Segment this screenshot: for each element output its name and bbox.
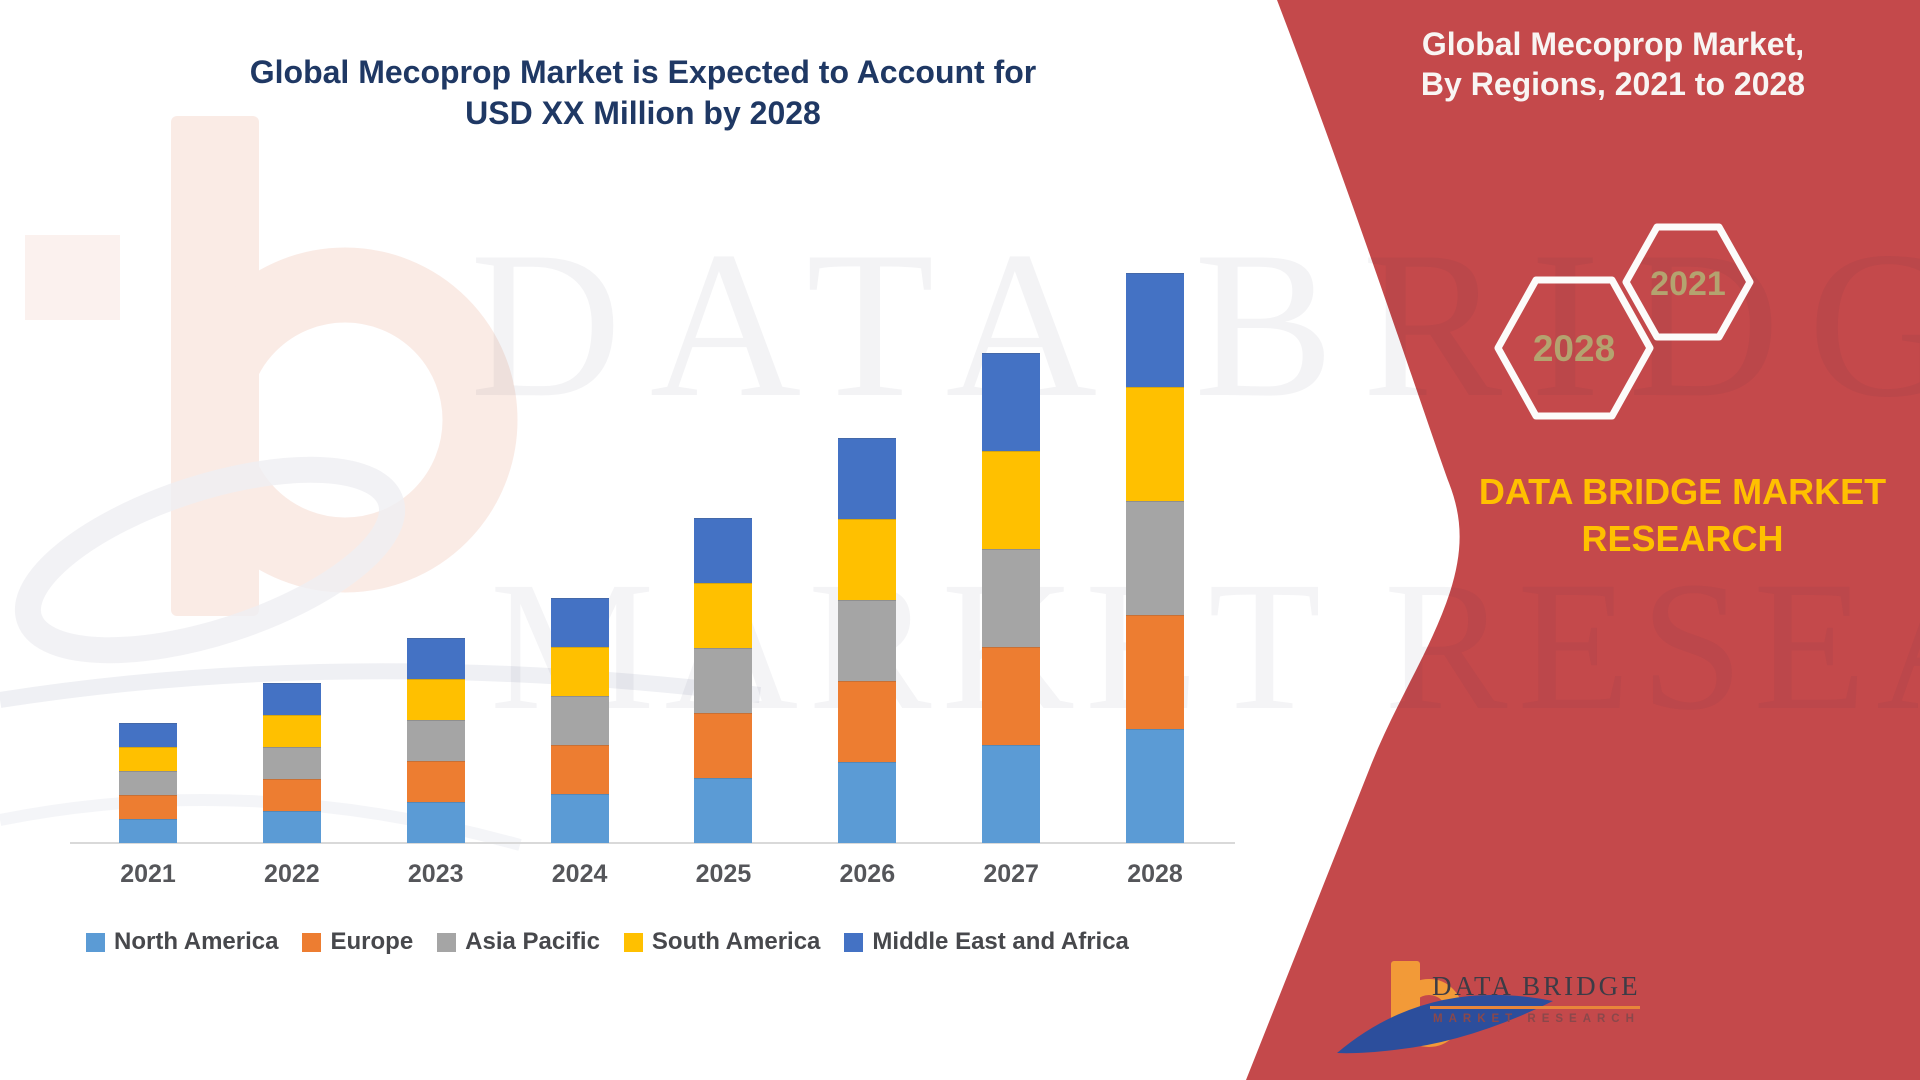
bar-segment [119, 723, 177, 747]
bar-segment [406, 761, 465, 802]
bar-segment [694, 713, 753, 778]
bar-segment [694, 583, 753, 648]
panel-title: Global Mecoprop Market, By Regions, 2021… [1388, 24, 1838, 104]
legend-label: Europe [330, 928, 414, 955]
x-axis-label: 2026 [839, 860, 896, 888]
bar-segment [119, 795, 177, 819]
bar-segment [982, 353, 1041, 451]
legend-item: Middle East and Africa [844, 928, 1129, 956]
logo-subtitle: MARKET RESEARCH [1433, 1013, 1640, 1025]
bar-segment [838, 762, 897, 843]
legend-item: South America [623, 928, 821, 956]
bar-segment [694, 648, 753, 713]
x-axis-label: 2023 [407, 860, 464, 888]
bar-segment [1126, 729, 1185, 843]
bar-segment [694, 778, 753, 843]
x-axis-label: 2022 [264, 860, 320, 888]
panel-title-line1: Global Mecoprop Market, [1421, 26, 1805, 62]
legend-swatch [302, 932, 322, 952]
bar-segment [1126, 615, 1185, 729]
chart-title-line2: USD XX Million by 2028 [465, 95, 821, 131]
brand-name-text: DATA BRIDGE MARKET RESEARCH [1455, 468, 1910, 562]
x-axis-line [70, 842, 1235, 844]
legend-label: Asia Pacific [465, 928, 600, 955]
chart-title: Global Mecoprop Market is Expected to Ac… [143, 52, 1143, 134]
bar-segment [262, 747, 321, 779]
bar-segment [982, 549, 1041, 647]
bar-segment [1126, 501, 1185, 615]
bar-segment [406, 720, 465, 761]
legend-swatch [437, 932, 457, 952]
x-axis-label: 2024 [551, 860, 608, 888]
bar-segment [406, 638, 465, 679]
bar-segment [982, 451, 1041, 549]
x-axis-label: 2027 [983, 860, 1039, 888]
bar-segment [838, 519, 897, 600]
chart-title-line1: Global Mecoprop Market is Expected to Ac… [249, 54, 1037, 90]
bar-segment [119, 747, 177, 771]
legend-swatch [844, 932, 864, 952]
legend-label: Middle East and Africa [872, 928, 1129, 955]
bar-segment [550, 745, 609, 794]
brand-line1: DATA BRIDGE MARKET [1478, 471, 1887, 512]
bar-segment [982, 647, 1041, 745]
legend-item: Europe [302, 928, 413, 956]
brand-line2: RESEARCH [1581, 518, 1784, 559]
chart-legend: North America Europe Asia Pacific South Ame… [86, 928, 1129, 956]
bar-segment [838, 681, 897, 762]
bar-segment [262, 811, 321, 843]
bar-segment [550, 598, 609, 647]
bar-segment [406, 802, 465, 843]
bar-segment [694, 518, 753, 583]
legend-item: North America [86, 928, 278, 956]
bar-segment [982, 745, 1041, 843]
legend-label: North America [114, 928, 279, 955]
x-axis-label: 2025 [695, 860, 752, 888]
bar-segment [262, 715, 321, 747]
legend-label: South America [651, 928, 821, 955]
legend-swatch [623, 932, 643, 952]
bar-segment [262, 779, 321, 811]
x-axis-label: 2021 [120, 860, 176, 888]
x-axis-label: 2028 [1127, 860, 1183, 888]
bar-segment [550, 696, 609, 745]
panel-title-line2: By Regions, 2021 to 2028 [1420, 66, 1806, 102]
legend-item: Asia Pacific [437, 928, 600, 956]
bar-segment [406, 679, 465, 720]
logo-wordmark: DATA BRIDGE [1432, 971, 1641, 1001]
bar-segment [1126, 273, 1185, 387]
bar-segment [838, 600, 897, 681]
bar-segment [262, 683, 321, 715]
bar-segment [1126, 387, 1185, 501]
bar-segment [119, 771, 177, 795]
bar-segment [550, 794, 609, 843]
logo-underline [1430, 1006, 1640, 1009]
legend-swatch [86, 932, 105, 952]
bar-segment [838, 438, 897, 519]
bar-segment [119, 819, 177, 843]
bar-segment [550, 647, 609, 696]
